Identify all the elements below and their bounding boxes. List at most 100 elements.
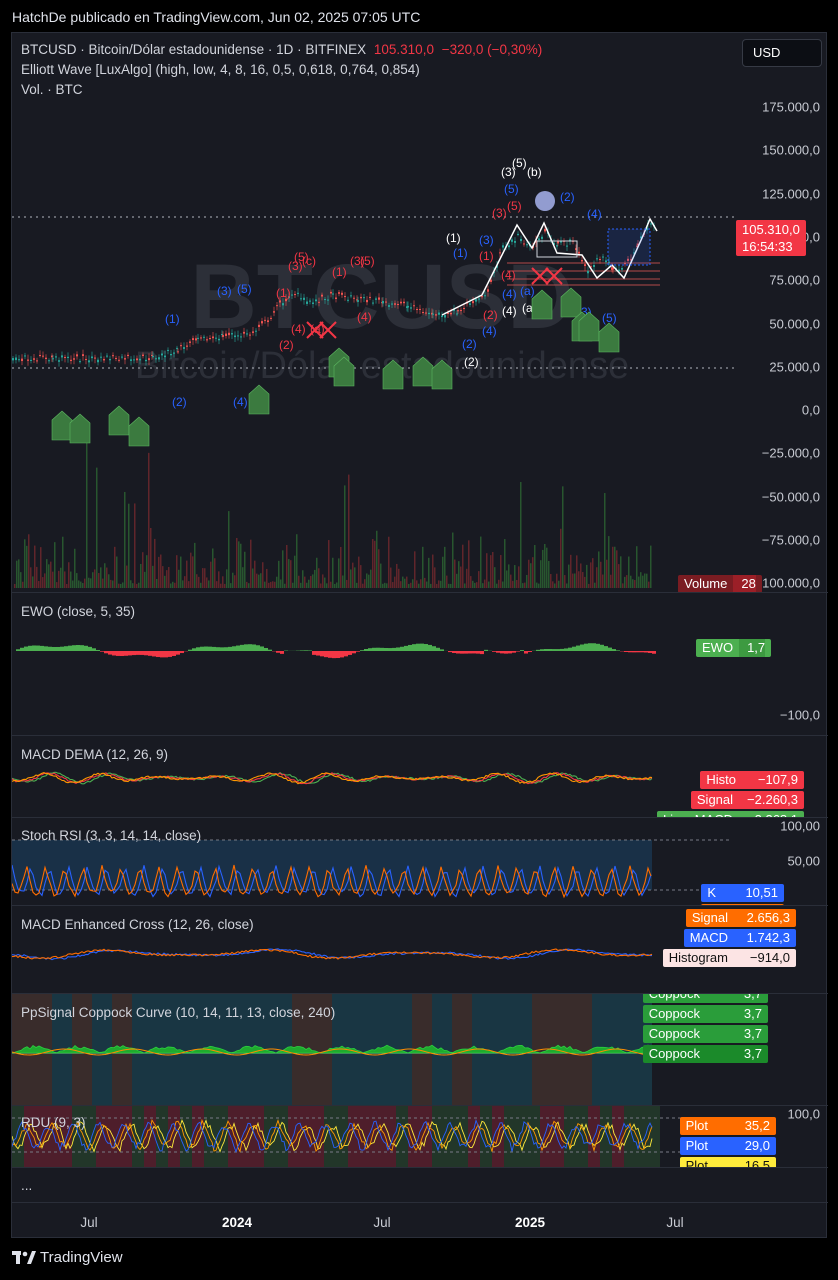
macd-enhanced-title[interactable]: MACD Enhanced Cross (12, 26, close) xyxy=(21,917,254,932)
ewo-title[interactable]: EWO (close, 5, 35) xyxy=(21,604,136,619)
ewo-bar xyxy=(628,651,632,653)
elliott-wave-indicator-title[interactable]: Elliott Wave [LuxAlgo] (high, low, 4, 8,… xyxy=(21,62,420,77)
wave-label: (4) xyxy=(502,287,517,301)
volume-bar xyxy=(124,491,126,588)
volume-indicator-title[interactable]: Vol. · BTC xyxy=(21,82,83,97)
candle-body xyxy=(252,331,254,333)
signal-marker xyxy=(531,289,553,320)
volume-bar xyxy=(492,551,494,588)
volume-bar xyxy=(342,575,344,588)
signal-marker xyxy=(128,416,150,447)
coppock-pane[interactable]: PpSignal Coppock Curve (10, 14, 11, 13, … xyxy=(12,994,828,1106)
macd-enhanced-pane[interactable]: MACD Enhanced Cross (12, 26, close) Sign… xyxy=(12,906,828,994)
volume-bar xyxy=(620,556,622,588)
ewo-bar xyxy=(432,646,436,651)
candle-body xyxy=(330,291,332,294)
macd-dema-pane[interactable]: MACD DEMA (12, 26, 9) Histo −107,9 Signal −… xyxy=(12,736,828,818)
candle-body xyxy=(76,354,78,357)
volume-bar xyxy=(132,583,134,588)
volume-bar xyxy=(272,581,274,588)
stoch-rsi-title[interactable]: Stoch RSI (3, 3, 14, 14, close) xyxy=(21,828,202,843)
volume-bar xyxy=(566,583,568,588)
candle-body xyxy=(103,358,105,361)
wave-labels: (1)(2)(3)(4)(5)(1)(2)(3)(5)(4)(c)(a)(1)(… xyxy=(165,156,617,409)
ewo-bar xyxy=(636,651,640,653)
ewo-bar xyxy=(144,651,148,656)
collapsed-pane-label[interactable]: ... xyxy=(21,1178,33,1193)
invalidation-x xyxy=(531,267,549,285)
volume-bar xyxy=(294,555,296,588)
volume-bar xyxy=(334,583,336,588)
volume-bar xyxy=(562,486,564,588)
candle-body xyxy=(303,297,305,300)
stoch-rsi-pane[interactable]: Stoch RSI (3, 3, 14, 14, close) 100,00 5… xyxy=(12,818,828,906)
volume-bar xyxy=(122,582,124,588)
volume-bar xyxy=(250,539,252,588)
volume-bar xyxy=(112,580,114,588)
coppock-title[interactable]: PpSignal Coppock Curve (10, 14, 11, 13, … xyxy=(21,1005,336,1020)
candle-body xyxy=(212,336,214,339)
volume-bar xyxy=(570,554,572,588)
volume-bar xyxy=(534,545,536,588)
ewo-bar xyxy=(476,651,480,654)
volume-bar xyxy=(244,551,246,588)
ewo-bar xyxy=(276,651,280,653)
candle-body xyxy=(321,294,323,297)
candle-body xyxy=(200,337,202,339)
volume-bar xyxy=(644,573,646,588)
tag-key: Plot xyxy=(685,1158,708,1168)
candle-body xyxy=(261,321,263,324)
volume-bar xyxy=(648,581,650,588)
candle-body xyxy=(167,349,169,351)
volume-bar xyxy=(92,572,94,588)
wave-marker-circle xyxy=(535,191,555,211)
candle-body xyxy=(180,345,182,347)
ewo-bar xyxy=(280,651,284,654)
volume-bar xyxy=(514,565,516,588)
candle-body xyxy=(21,358,23,362)
rdu-pane[interactable]: RDU (9, 3) 100,0 Plot 35,2 Plot 29,0 Plot 16,… xyxy=(12,1106,828,1168)
volume-bar xyxy=(510,574,512,588)
volume-bar xyxy=(588,583,590,588)
candle-body xyxy=(578,251,580,254)
volume-bar xyxy=(546,547,548,588)
indicator-value-tag: Histogram −914,0 xyxy=(662,949,796,967)
volume-bar xyxy=(508,564,510,588)
main-price-pane[interactable]: BTCUSD Bitcoin/Dólar estadounidense (1) (2)… xyxy=(12,33,828,593)
indicator-value-tag: K 10,51 xyxy=(701,884,784,902)
rdu-band xyxy=(468,1106,480,1167)
ewo-bar xyxy=(168,651,172,657)
currency-button[interactable]: USD xyxy=(742,39,822,67)
volume-bar xyxy=(382,583,384,588)
candle-body xyxy=(246,333,248,335)
ewo-bar xyxy=(104,651,108,654)
ewo-pane[interactable]: EWO (close, 5, 35) EWO 1,7 −100,0 xyxy=(12,593,828,736)
chart-frame[interactable]: BTCUSD Bitcoin/Dólar estadounidense (1) (2)… xyxy=(11,32,828,1239)
volume-bar xyxy=(386,583,388,588)
volume-bar xyxy=(44,573,46,588)
ewo-bar xyxy=(648,651,652,653)
collapsed-pane[interactable]: ... xyxy=(12,1168,828,1203)
wave-label: (1) xyxy=(165,312,180,326)
volume-bar xyxy=(150,527,152,588)
volume-bar xyxy=(114,546,116,588)
candle-body xyxy=(541,236,543,239)
volume-bar xyxy=(356,582,358,588)
volume-bar xyxy=(94,569,96,588)
volume-bar xyxy=(448,583,450,588)
volume-bar xyxy=(36,566,38,588)
macd-dema-title[interactable]: MACD DEMA (12, 26, 9) xyxy=(21,747,169,762)
ewo-bar xyxy=(268,649,272,651)
volume-bar xyxy=(434,567,436,588)
time-axis[interactable]: Jul 2024 Jul 2025 Jul xyxy=(12,1203,828,1239)
ewo-bar xyxy=(468,651,472,654)
ewo-bar xyxy=(588,643,592,651)
volume-bar xyxy=(524,582,526,588)
footer-brand[interactable]: TradingView xyxy=(12,1249,123,1266)
candle-body xyxy=(161,353,163,356)
volume-bar xyxy=(212,548,214,588)
candle-body xyxy=(195,338,197,341)
rdu-title[interactable]: RDU (9, 3) xyxy=(21,1115,86,1130)
candle-body xyxy=(130,359,132,361)
